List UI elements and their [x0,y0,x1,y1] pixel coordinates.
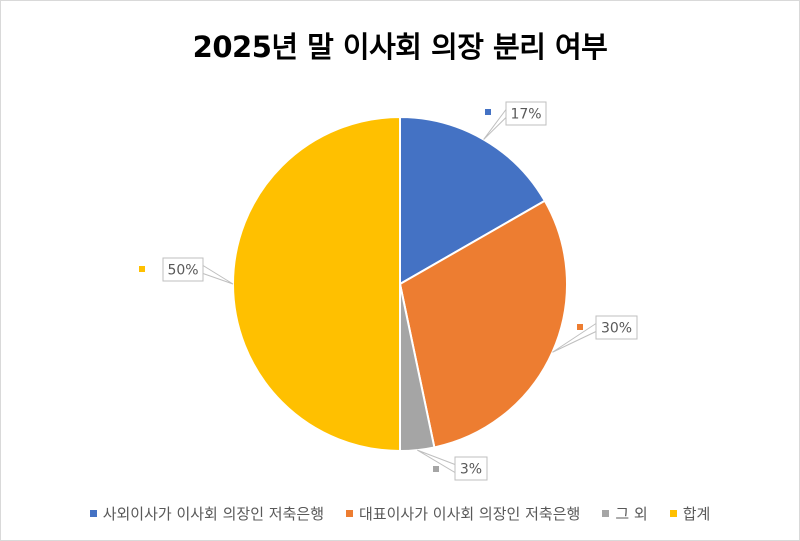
legend-label: 대표이사가 이사회 의장인 저축은행 [359,505,581,523]
legend-label: 사외이사가 이사회 의장인 저축은행 [102,505,324,523]
data-label-box [162,257,204,282]
data-label: 3% [460,462,482,478]
legend-swatch-icon [346,510,353,517]
legend-swatch-icon [602,510,610,517]
label-key-icon [433,466,439,472]
legend-item-ceo[interactable]: 대표이사가 이사회 의장인 저축은행 [346,503,580,524]
legend: 사외이사가 이사회 의장인 저축은행 대표이사가 이사회 의장인 저축은행 그 … [0,503,800,524]
chart-title: 2025년 말 이사회 의장 분리 여부 [192,30,608,64]
callout-leader-line [202,264,234,285]
slice-total[interactable] [232,115,401,453]
data-label-box [454,456,488,481]
legend-swatch-icon [89,510,97,517]
legend-item-other[interactable]: 그 외 [602,503,648,524]
legend-swatch-icon [669,510,677,517]
legend-label: 합계 [682,505,711,523]
data-label-box [505,101,547,126]
legend-item-total[interactable]: 합계 [669,503,711,524]
data-label: 17% [510,107,541,123]
data-label-box [595,315,638,340]
label-key-icon [139,266,145,272]
slice-outside-director[interactable] [399,115,547,286]
data-label: 50% [167,263,198,279]
label-key-icon [485,109,491,115]
legend-label: 그 외 [615,505,648,523]
legend-item-outside-director[interactable]: 사외이사가 이사회 의장인 저축은행 [89,503,324,524]
data-label: 30% [601,321,632,337]
label-key-icon [577,324,583,330]
